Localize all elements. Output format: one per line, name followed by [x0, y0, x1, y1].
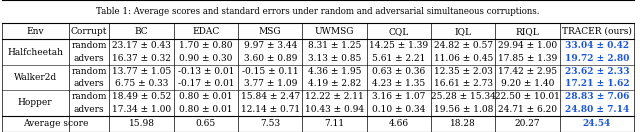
Text: 20.27: 20.27: [515, 119, 540, 128]
Text: 8.31 ± 1.25: 8.31 ± 1.25: [308, 41, 361, 50]
Text: 4.19 ± 2.82: 4.19 ± 2.82: [308, 79, 361, 88]
Text: 11.06 ± 0.45: 11.06 ± 0.45: [433, 54, 493, 63]
Text: 9.20 ± 1.40: 9.20 ± 1.40: [501, 79, 554, 88]
Text: RIQL: RIQL: [516, 27, 540, 36]
Text: Walker2d: Walker2d: [13, 73, 57, 82]
Text: 17.42 ± 2.95: 17.42 ± 2.95: [498, 67, 557, 76]
Text: 6.75 ± 0.33: 6.75 ± 0.33: [115, 79, 168, 88]
Text: 24.82 ± 0.57: 24.82 ± 0.57: [434, 41, 493, 50]
Text: 19.72 ± 2.80: 19.72 ± 2.80: [565, 54, 629, 63]
Text: 1.70 ± 0.80: 1.70 ± 0.80: [179, 41, 232, 50]
Text: 17.21 ± 1.62: 17.21 ± 1.62: [564, 79, 629, 88]
Text: 12.35 ± 2.03: 12.35 ± 2.03: [434, 67, 493, 76]
Text: Halfcheetah: Halfcheetah: [7, 48, 63, 56]
Text: 17.85 ± 1.39: 17.85 ± 1.39: [498, 54, 557, 63]
Text: Corrupt: Corrupt: [70, 27, 107, 36]
Text: CQL: CQL: [388, 27, 409, 36]
Text: 24.71 ± 6.20: 24.71 ± 6.20: [498, 105, 557, 114]
Text: Average score: Average score: [23, 119, 88, 128]
Text: random: random: [71, 92, 107, 101]
Text: -0.13 ± 0.01: -0.13 ± 0.01: [178, 67, 234, 76]
Text: random: random: [71, 67, 107, 76]
Text: BC: BC: [134, 27, 148, 36]
Text: 16.61 ± 2.73: 16.61 ± 2.73: [434, 79, 493, 88]
Text: TRACER (ours): TRACER (ours): [562, 27, 632, 36]
Text: advers: advers: [74, 54, 104, 63]
Text: -0.15 ± 0.11: -0.15 ± 0.11: [242, 67, 298, 76]
Text: 7.11: 7.11: [324, 119, 344, 128]
Text: 23.17 ± 0.43: 23.17 ± 0.43: [112, 41, 171, 50]
Text: 18.28: 18.28: [451, 119, 476, 128]
Text: UWMSG: UWMSG: [315, 27, 355, 36]
Text: 3.13 ± 0.85: 3.13 ± 0.85: [308, 54, 361, 63]
Text: 19.56 ± 1.08: 19.56 ± 1.08: [433, 105, 493, 114]
Text: 0.65: 0.65: [196, 119, 216, 128]
Text: 3.77 ± 1.09: 3.77 ± 1.09: [243, 79, 297, 88]
Text: 15.98: 15.98: [129, 119, 154, 128]
Text: 10.43 ± 0.94: 10.43 ± 0.94: [305, 105, 364, 114]
Text: 5.61 ± 2.21: 5.61 ± 2.21: [372, 54, 426, 63]
Text: 14.25 ± 1.39: 14.25 ± 1.39: [369, 41, 428, 50]
Text: 3.60 ± 0.89: 3.60 ± 0.89: [243, 54, 297, 63]
Text: Env: Env: [26, 27, 44, 36]
Text: 24.54: 24.54: [583, 119, 611, 128]
Text: 16.37 ± 0.32: 16.37 ± 0.32: [112, 54, 171, 63]
Text: MSG: MSG: [259, 27, 282, 36]
Text: 23.62 ± 2.33: 23.62 ± 2.33: [564, 67, 629, 76]
Text: EDAC: EDAC: [192, 27, 220, 36]
Text: 0.80 ± 0.01: 0.80 ± 0.01: [179, 105, 232, 114]
Text: 12.22 ± 2.11: 12.22 ± 2.11: [305, 92, 364, 101]
Text: random: random: [71, 41, 107, 50]
Text: 25.28 ± 15.34: 25.28 ± 15.34: [431, 92, 495, 101]
Text: IQL: IQL: [455, 27, 472, 36]
Text: 29.94 ± 1.00: 29.94 ± 1.00: [498, 41, 557, 50]
Text: advers: advers: [74, 79, 104, 88]
Text: 22.50 ± 10.01: 22.50 ± 10.01: [495, 92, 560, 101]
Text: 12.14 ± 0.71: 12.14 ± 0.71: [241, 105, 300, 114]
Text: 0.10 ± 0.34: 0.10 ± 0.34: [372, 105, 426, 114]
Text: 28.83 ± 7.06: 28.83 ± 7.06: [564, 92, 629, 101]
Text: 0.63 ± 0.36: 0.63 ± 0.36: [372, 67, 426, 76]
Text: 4.66: 4.66: [389, 119, 409, 128]
Text: 17.34 ± 1.00: 17.34 ± 1.00: [112, 105, 171, 114]
Text: 4.23 ± 1.35: 4.23 ± 1.35: [372, 79, 426, 88]
Text: 9.97 ± 3.44: 9.97 ± 3.44: [243, 41, 297, 50]
Text: 4.36 ± 1.95: 4.36 ± 1.95: [308, 67, 362, 76]
Text: 33.04 ± 0.42: 33.04 ± 0.42: [565, 41, 629, 50]
Text: advers: advers: [74, 105, 104, 114]
Text: Table 1: Average scores and standard errors under random and adversarial simulta: Table 1: Average scores and standard err…: [96, 7, 540, 16]
Text: 0.80 ± 0.01: 0.80 ± 0.01: [179, 92, 232, 101]
Text: Hopper: Hopper: [18, 98, 52, 107]
Text: 15.84 ± 2.47: 15.84 ± 2.47: [241, 92, 300, 101]
Text: 0.90 ± 0.30: 0.90 ± 0.30: [179, 54, 232, 63]
Text: 7.53: 7.53: [260, 119, 280, 128]
Text: 3.16 ± 1.07: 3.16 ± 1.07: [372, 92, 426, 101]
Text: 24.80 ± 7.14: 24.80 ± 7.14: [565, 105, 629, 114]
Text: 18.49 ± 0.52: 18.49 ± 0.52: [112, 92, 171, 101]
Text: 13.77 ± 1.05: 13.77 ± 1.05: [112, 67, 171, 76]
Text: -0.17 ± 0.01: -0.17 ± 0.01: [178, 79, 234, 88]
